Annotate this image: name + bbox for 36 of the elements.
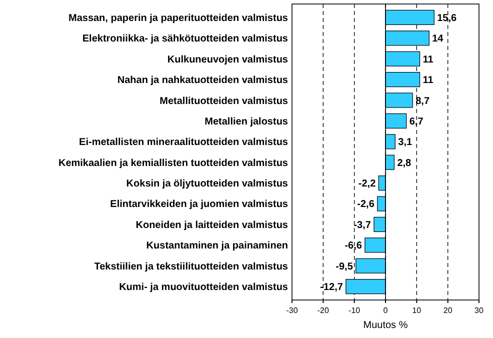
data-label: 11 [422, 75, 434, 86]
data-label: 14 [432, 34, 444, 45]
x-axis-title: Muutos % [363, 320, 408, 331]
y-tick-label: Metallien jalostus [204, 116, 288, 128]
y-tick-label: Elektroniikka- ja sähkötuotteiden valmistus [82, 34, 288, 45]
data-label: -2,2 [358, 178, 376, 190]
x-tick-label: -30 [286, 306, 298, 315]
data-label: -3,7 [354, 220, 372, 231]
x-tick-label: 20 [443, 306, 453, 315]
y-tick-label: Kemikaalien ja kemiallisten tuotteiden valmistus [58, 158, 288, 169]
data-label: -9,5 [336, 261, 354, 272]
data-label: 8,7 [416, 96, 430, 107]
y-tick-label: Kustantaminen ja painaminen [146, 240, 288, 252]
y-tick-label: Ei-metallisten mineraalituotteiden valmistus [79, 137, 288, 148]
x-tick-label: 10 [412, 306, 422, 315]
y-tick-label: Kulkuneuvojen valmistus [167, 54, 288, 66]
data-label: -6,6 [344, 240, 362, 252]
data-label: -12,7 [320, 282, 344, 294]
y-tick-label: Koksin ja öljytuotteiden valmistus [126, 178, 288, 190]
data-label: 6,7 [409, 116, 424, 128]
y-tick-label: Elintarvikkeiden ja juomien valmistus [110, 199, 288, 210]
x-tick-label: 30 [474, 306, 484, 315]
x-tick-label: -10 [348, 306, 361, 315]
data-label: 11 [422, 54, 434, 66]
data-label: -2,6 [357, 199, 375, 210]
data-label: 15,6 [437, 12, 458, 24]
x-tick-label: 0 [383, 306, 388, 315]
data-label: 2,8 [397, 158, 412, 169]
data-label: 3,1 [398, 137, 412, 148]
y-tick-label: Kumi- ja muovituotteiden valmistus [119, 282, 288, 294]
y-tick-label: Nahan ja nahkatuotteiden valmistus [117, 75, 288, 86]
y-tick-label: Koneiden ja laitteiden valmistus [136, 220, 288, 231]
y-tick-label: Metallituotteiden valmistus [160, 96, 288, 107]
y-tick-label: Massan, paperin ja paperituotteiden valmistus [68, 12, 288, 24]
x-tick-label: -20 [317, 306, 330, 315]
y-tick-label: Tekstiilien ja tekstiilituotteiden valmistus [94, 261, 288, 272]
